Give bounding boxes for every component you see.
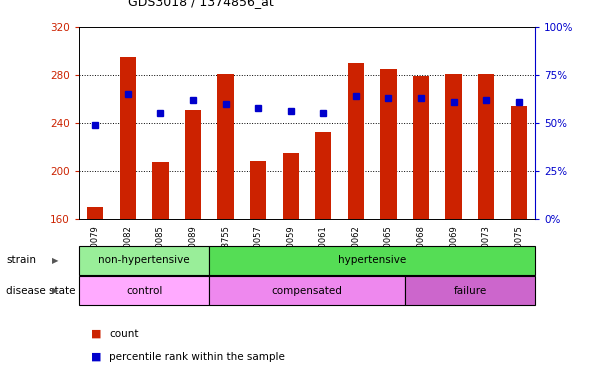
Text: non-hypertensive: non-hypertensive bbox=[98, 255, 190, 265]
Text: ■: ■ bbox=[91, 352, 102, 362]
Text: disease state: disease state bbox=[6, 286, 75, 296]
Bar bbox=[446, 74, 461, 219]
Bar bbox=[381, 69, 396, 219]
Bar bbox=[120, 57, 136, 219]
Bar bbox=[79, 246, 209, 275]
Bar bbox=[478, 74, 494, 219]
Bar bbox=[218, 74, 233, 219]
Text: ■: ■ bbox=[91, 329, 102, 339]
Text: percentile rank within the sample: percentile rank within the sample bbox=[109, 352, 285, 362]
Bar bbox=[413, 76, 429, 219]
Text: compensated: compensated bbox=[272, 286, 342, 296]
Bar bbox=[153, 162, 168, 219]
Bar bbox=[185, 110, 201, 219]
Text: hypertensive: hypertensive bbox=[338, 255, 406, 265]
Text: control: control bbox=[126, 286, 162, 296]
Bar bbox=[87, 207, 103, 219]
Text: ▶: ▶ bbox=[52, 286, 58, 295]
Bar bbox=[250, 161, 266, 219]
Bar bbox=[315, 132, 331, 219]
Text: GDS3018 / 1374856_at: GDS3018 / 1374856_at bbox=[128, 0, 274, 8]
Text: ▶: ▶ bbox=[52, 256, 58, 265]
Text: strain: strain bbox=[6, 255, 36, 265]
Bar bbox=[209, 246, 535, 275]
Text: failure: failure bbox=[454, 286, 486, 296]
Text: count: count bbox=[109, 329, 139, 339]
Bar bbox=[348, 63, 364, 219]
Bar bbox=[79, 276, 209, 305]
Bar bbox=[405, 276, 535, 305]
Bar bbox=[283, 153, 299, 219]
Bar bbox=[511, 106, 527, 219]
Bar bbox=[209, 276, 405, 305]
